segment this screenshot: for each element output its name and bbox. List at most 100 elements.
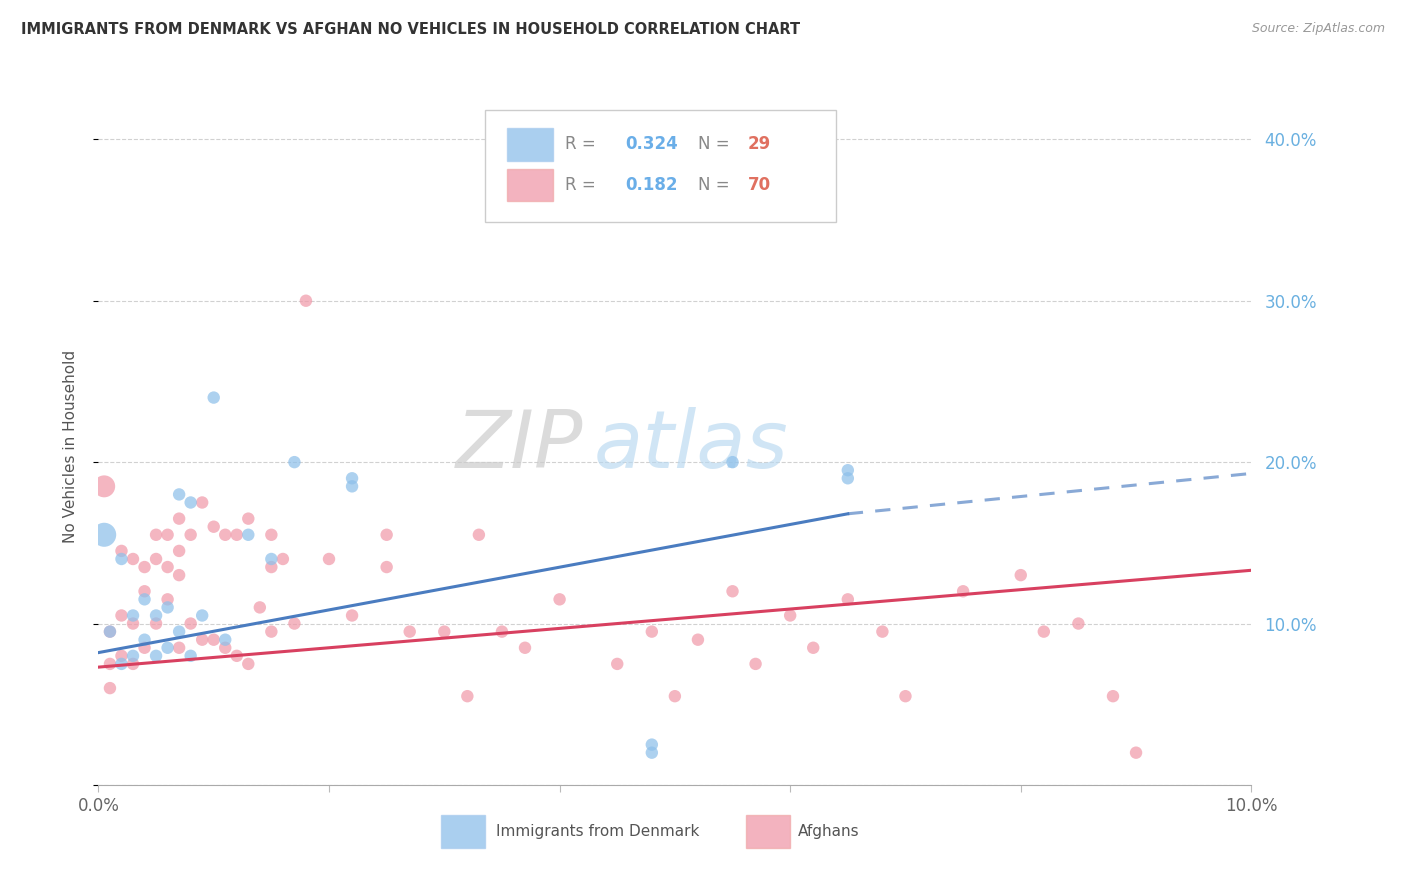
Point [156, 560, 179, 574]
Text: atlas: atlas [595, 407, 789, 485]
Point [214, 528, 236, 542]
FancyBboxPatch shape [441, 815, 485, 848]
Point [134, 632, 156, 647]
Text: 29: 29 [748, 136, 770, 153]
Point [801, 640, 824, 655]
Point [744, 657, 766, 671]
Y-axis label: No Vehicles in Household: No Vehicles in Household [63, 350, 77, 542]
Point [167, 568, 190, 582]
Point [110, 648, 132, 663]
Point [318, 552, 340, 566]
Point [180, 528, 202, 542]
Point [641, 746, 664, 760]
Point [156, 592, 179, 607]
Point [375, 528, 398, 542]
Point [1125, 746, 1147, 760]
Point [202, 391, 225, 405]
Point [156, 640, 179, 655]
Point [433, 624, 456, 639]
Point [98, 657, 121, 671]
Point [837, 592, 859, 607]
Point [398, 624, 420, 639]
FancyBboxPatch shape [506, 128, 553, 161]
Point [340, 608, 363, 623]
Point [872, 624, 894, 639]
Point [110, 552, 132, 566]
Text: R =: R = [565, 176, 596, 194]
Point [1102, 689, 1125, 703]
Point [238, 657, 260, 671]
Point [894, 689, 917, 703]
Point [180, 648, 202, 663]
Text: Afghans: Afghans [799, 823, 860, 838]
Point [225, 648, 247, 663]
Text: N =: N = [697, 176, 730, 194]
Point [145, 528, 167, 542]
Text: R =: R = [565, 136, 596, 153]
Point [779, 608, 801, 623]
Point [98, 624, 121, 639]
Point [952, 584, 974, 599]
Point [180, 616, 202, 631]
Text: 70: 70 [748, 176, 770, 194]
Point [721, 455, 744, 469]
Point [249, 600, 271, 615]
Point [145, 648, 167, 663]
Point [283, 616, 305, 631]
FancyBboxPatch shape [485, 111, 837, 222]
Point [1010, 568, 1032, 582]
Point [134, 592, 156, 607]
Point [110, 608, 132, 623]
Text: 0.324: 0.324 [626, 136, 678, 153]
Point [606, 657, 628, 671]
Point [283, 455, 305, 469]
Point [238, 511, 260, 525]
Point [110, 657, 132, 671]
Text: Source: ZipAtlas.com: Source: ZipAtlas.com [1251, 22, 1385, 36]
Point [837, 471, 859, 485]
Point [98, 681, 121, 695]
Point [167, 544, 190, 558]
Point [456, 689, 478, 703]
Point [260, 624, 283, 639]
Point [295, 293, 318, 308]
Point [122, 608, 145, 623]
Point [214, 632, 236, 647]
Point [375, 560, 398, 574]
Point [664, 689, 686, 703]
Point [1067, 616, 1090, 631]
Point [225, 528, 247, 542]
Point [167, 640, 190, 655]
Point [122, 616, 145, 631]
Point [191, 608, 214, 623]
Point [93, 479, 115, 493]
Point [491, 624, 513, 639]
Point [93, 528, 115, 542]
Point [134, 640, 156, 655]
Point [134, 584, 156, 599]
Point [548, 592, 571, 607]
Point [837, 463, 859, 477]
Point [721, 584, 744, 599]
Point [167, 511, 190, 525]
Text: IMMIGRANTS FROM DENMARK VS AFGHAN NO VEHICLES IN HOUSEHOLD CORRELATION CHART: IMMIGRANTS FROM DENMARK VS AFGHAN NO VEH… [21, 22, 800, 37]
Point [110, 544, 132, 558]
Point [686, 632, 709, 647]
Point [145, 616, 167, 631]
Point [122, 552, 145, 566]
Text: ZIP: ZIP [456, 407, 582, 485]
Point [156, 600, 179, 615]
Point [641, 624, 664, 639]
Point [145, 608, 167, 623]
Point [122, 657, 145, 671]
FancyBboxPatch shape [506, 169, 553, 202]
Point [191, 632, 214, 647]
Point [167, 487, 190, 501]
Point [260, 552, 283, 566]
Point [122, 648, 145, 663]
Point [271, 552, 294, 566]
Point [238, 528, 260, 542]
Point [202, 632, 225, 647]
Point [180, 495, 202, 509]
Point [167, 624, 190, 639]
